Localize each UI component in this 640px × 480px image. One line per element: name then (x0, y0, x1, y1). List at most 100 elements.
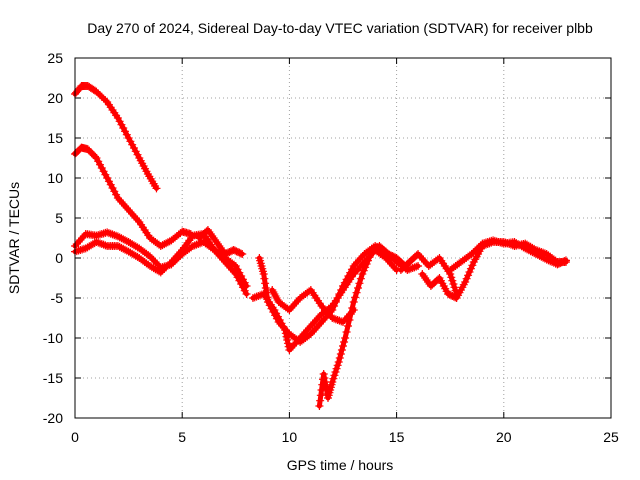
data-point (92, 238, 101, 246)
data-point (171, 254, 180, 262)
data-point (219, 256, 228, 264)
data-point (190, 241, 199, 250)
data-point (448, 276, 457, 285)
data-point (91, 152, 100, 161)
x-tick-label: 10 (282, 429, 298, 445)
data-point (76, 236, 85, 244)
data-point (317, 318, 326, 326)
data-point (104, 177, 113, 186)
data-point (233, 273, 242, 282)
data-point (210, 246, 219, 254)
data-point (119, 200, 128, 208)
data-point (117, 198, 126, 206)
data-point (104, 229, 113, 238)
data-point (548, 258, 557, 266)
data-point (305, 324, 314, 332)
data-point (467, 250, 476, 258)
data-point (464, 271, 473, 280)
data-point (521, 244, 530, 253)
data-point (101, 241, 110, 250)
data-point (290, 300, 299, 308)
data-point (106, 180, 115, 189)
data-point (353, 266, 362, 274)
data-point (539, 253, 548, 262)
data-point (236, 249, 245, 258)
data-point (337, 346, 346, 354)
series-sat-a (71, 82, 161, 193)
data-point (108, 230, 117, 239)
data-point (163, 261, 172, 270)
data-point (301, 328, 310, 336)
data-point (305, 287, 314, 296)
data-point (352, 288, 361, 297)
series-sat-i (315, 242, 410, 410)
data-point (92, 154, 101, 162)
data-point (78, 234, 87, 242)
data-point (121, 127, 130, 136)
data-point (544, 256, 553, 265)
data-point (237, 280, 246, 288)
data-point (79, 232, 88, 240)
data-point (99, 167, 108, 176)
data-point (194, 240, 203, 248)
data-point (361, 263, 370, 272)
data-point (129, 212, 138, 220)
data-point (248, 294, 257, 302)
data-point (117, 234, 126, 243)
data-point (192, 240, 201, 249)
data-point (473, 244, 481, 253)
data-point (306, 322, 315, 330)
data-point (285, 346, 294, 354)
data-point (417, 254, 426, 262)
data-point (415, 252, 424, 260)
data-point (474, 243, 483, 252)
data-point (99, 94, 108, 103)
data-point (126, 208, 135, 216)
data-point (124, 134, 133, 142)
series-sat-d (71, 230, 251, 298)
data-point (152, 184, 161, 193)
x-tick-label: 20 (496, 429, 512, 445)
series-line (72, 83, 159, 191)
data-point (351, 293, 360, 302)
data-point (385, 258, 394, 266)
data-point (334, 358, 343, 366)
data-point (113, 232, 122, 241)
data-point (115, 242, 124, 251)
data-point (414, 250, 423, 258)
data-point (531, 250, 540, 258)
data-point (163, 238, 172, 247)
series-sat-l (446, 236, 570, 274)
data-point (261, 284, 270, 292)
data-point (349, 262, 358, 270)
data-point (96, 160, 105, 169)
x-tick-label: 15 (389, 429, 405, 445)
data-point (546, 257, 555, 266)
data-point (340, 338, 349, 346)
data-point (261, 279, 270, 288)
data-point (250, 293, 259, 302)
data-point (238, 250, 247, 258)
data-point (131, 147, 140, 156)
data-point (337, 317, 346, 326)
data-point (97, 92, 106, 101)
data-point (528, 248, 537, 257)
data-point (321, 378, 330, 386)
data-point (537, 252, 546, 261)
data-point (412, 262, 421, 271)
data-point (110, 187, 119, 196)
data-point (115, 196, 124, 204)
data-point (410, 263, 419, 272)
data-point (530, 249, 539, 258)
data-point (339, 318, 347, 326)
data-point (306, 330, 315, 338)
data-point (217, 254, 226, 262)
data-point (313, 314, 322, 322)
data-point (292, 298, 301, 306)
data-point (342, 328, 351, 336)
data-point (121, 245, 130, 254)
data-point (292, 338, 301, 346)
data-point (319, 316, 328, 324)
data-point (405, 265, 414, 274)
